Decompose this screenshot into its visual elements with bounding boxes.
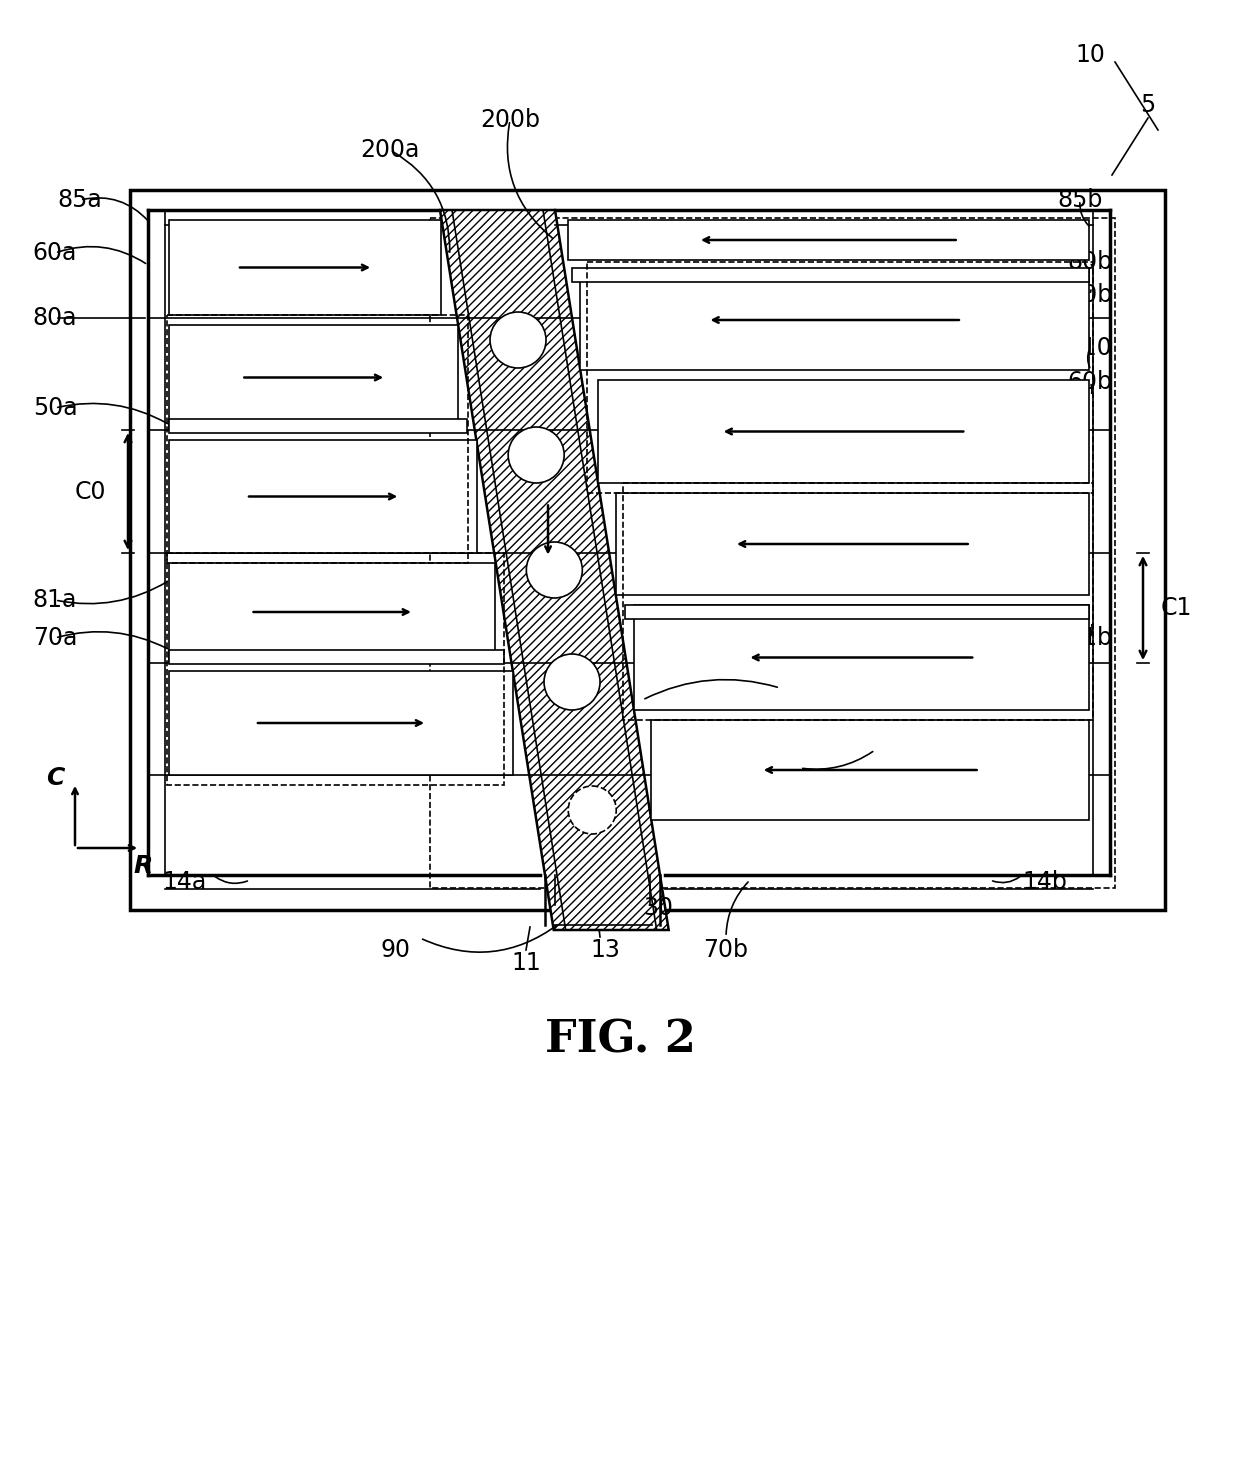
Bar bbox=[616, 492, 1089, 595]
Text: 50a: 50a bbox=[32, 397, 77, 420]
Bar bbox=[169, 650, 503, 663]
Bar bbox=[169, 671, 513, 775]
Bar bbox=[651, 719, 1089, 820]
Bar bbox=[169, 324, 459, 430]
Text: 50b: 50b bbox=[1068, 283, 1112, 307]
Circle shape bbox=[568, 786, 616, 834]
Text: C: C bbox=[46, 766, 64, 790]
Text: C0: C0 bbox=[74, 479, 105, 504]
Bar bbox=[622, 483, 1092, 719]
Text: 70b: 70b bbox=[703, 937, 749, 963]
Text: 3: 3 bbox=[332, 706, 347, 730]
Text: 80b: 80b bbox=[1068, 251, 1112, 274]
Bar bbox=[430, 218, 1115, 887]
Text: 200a: 200a bbox=[361, 139, 419, 162]
Text: 14a: 14a bbox=[162, 870, 207, 895]
Text: 81b: 81b bbox=[1068, 626, 1112, 650]
Text: 60b: 60b bbox=[1068, 370, 1112, 394]
Bar bbox=[167, 315, 469, 563]
Text: 10: 10 bbox=[1075, 43, 1105, 66]
Text: 85a: 85a bbox=[57, 189, 103, 212]
Bar bbox=[130, 190, 1166, 909]
Bar bbox=[169, 220, 441, 315]
Text: 11: 11 bbox=[511, 951, 541, 974]
Text: R: R bbox=[134, 853, 153, 879]
Bar bbox=[568, 220, 1089, 259]
Circle shape bbox=[544, 654, 600, 710]
Text: 13: 13 bbox=[590, 937, 620, 963]
Bar bbox=[598, 380, 1089, 483]
Bar bbox=[167, 553, 505, 786]
Bar bbox=[572, 268, 1089, 282]
Text: 30: 30 bbox=[644, 896, 673, 920]
Text: 90: 90 bbox=[379, 937, 410, 963]
Text: 24: 24 bbox=[765, 677, 795, 700]
Text: 200b: 200b bbox=[480, 108, 539, 133]
Text: 110: 110 bbox=[1068, 336, 1112, 360]
Text: FIG. 2: FIG. 2 bbox=[544, 1019, 696, 1061]
Text: 14b: 14b bbox=[1023, 870, 1068, 895]
Bar bbox=[169, 441, 477, 553]
Text: 85b: 85b bbox=[1058, 189, 1102, 212]
Bar bbox=[634, 604, 1089, 710]
Bar bbox=[169, 563, 496, 660]
Text: 60a: 60a bbox=[32, 242, 77, 265]
Circle shape bbox=[526, 542, 583, 598]
Text: 70a: 70a bbox=[32, 626, 77, 650]
Bar bbox=[588, 262, 1092, 492]
Circle shape bbox=[508, 427, 564, 483]
Bar bbox=[580, 270, 1089, 370]
Bar bbox=[625, 604, 1089, 619]
Polygon shape bbox=[440, 209, 668, 930]
Text: 81a: 81a bbox=[32, 588, 77, 612]
Text: 5: 5 bbox=[1141, 93, 1156, 116]
Text: C1: C1 bbox=[1161, 595, 1193, 621]
Text: 42: 42 bbox=[861, 738, 890, 762]
Bar bbox=[169, 419, 467, 433]
Circle shape bbox=[490, 312, 546, 368]
Text: 80a: 80a bbox=[32, 307, 77, 330]
